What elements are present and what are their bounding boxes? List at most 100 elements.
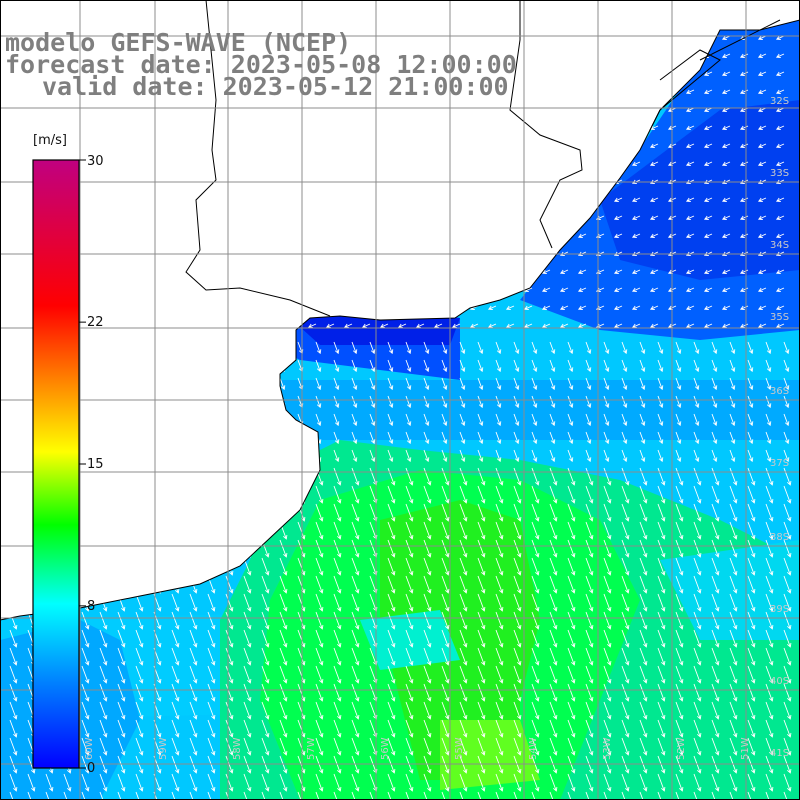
wind-arrow	[685, 125, 695, 130]
wind-arrow	[693, 413, 700, 427]
wind-arrow	[775, 107, 785, 112]
wind-arrow	[523, 269, 533, 274]
wind-arrow	[351, 791, 360, 800]
wind-arrow	[351, 575, 360, 594]
wind-arrow	[343, 215, 353, 220]
wind-arrow	[99, 647, 108, 666]
wind-arrow	[765, 575, 774, 594]
wind-arrow	[189, 377, 196, 391]
wind-arrow	[171, 467, 180, 486]
wind-arrow	[585, 719, 594, 738]
wind-arrow	[469, 143, 479, 148]
wind-arrow	[693, 431, 700, 445]
wind-arrow	[513, 467, 522, 486]
wind-arrow	[127, 269, 137, 274]
wind-arrow	[117, 341, 124, 355]
wind-arrow	[585, 647, 594, 666]
wind-arrow	[765, 683, 774, 702]
wind-arrow	[315, 521, 324, 540]
wind-arrow	[423, 431, 430, 445]
wind-arrow	[441, 413, 448, 427]
wind-arrow	[441, 395, 448, 409]
wind-arrow	[765, 395, 772, 409]
wind-arrow	[1, 197, 11, 202]
wind-arrow	[649, 197, 659, 202]
wind-arrow	[9, 395, 16, 409]
wind-arrow	[703, 35, 713, 40]
wind-arrow	[775, 35, 785, 40]
wind-arrow	[1, 143, 11, 148]
wind-arrow	[189, 341, 196, 355]
wind-arrow	[9, 575, 18, 594]
wind-arrow	[757, 71, 767, 76]
wind-arrow	[657, 467, 666, 486]
wind-arrow	[135, 449, 142, 463]
wind-arrow	[729, 611, 738, 630]
wind-arrow	[253, 305, 263, 310]
wind-arrow	[379, 161, 389, 166]
wind-arrow	[27, 431, 34, 445]
wind-arrow	[711, 521, 720, 540]
wind-arrow	[261, 557, 270, 576]
wind-arrow	[289, 107, 299, 112]
wind-arrow	[325, 269, 335, 274]
wind-arrow	[387, 521, 396, 540]
wind-arrow	[225, 611, 234, 630]
wind-arrow	[171, 485, 180, 504]
wind-arrow	[19, 161, 29, 166]
wind-arrow	[693, 701, 702, 720]
wind-arrow	[361, 305, 371, 310]
wind-arrow	[333, 647, 342, 666]
wind-arrow	[459, 413, 466, 427]
wind-arrow	[613, 107, 623, 112]
wind-arrow	[171, 647, 180, 666]
wind-arrow	[711, 485, 720, 504]
wind-arrow	[621, 467, 630, 486]
wind-arrow	[603, 359, 610, 373]
wind-arrow	[271, 197, 281, 202]
wind-arrow	[343, 305, 353, 310]
wind-arrow	[361, 287, 371, 292]
wind-arrow	[513, 485, 522, 504]
wind-arrow	[685, 197, 695, 202]
wind-arrow	[783, 431, 790, 445]
wind-arrow	[649, 35, 659, 40]
wind-arrow	[199, 143, 209, 148]
wind-arrow	[9, 431, 16, 445]
wind-arrow	[199, 197, 209, 202]
wind-arrow	[639, 413, 646, 427]
wind-arrow	[333, 665, 342, 684]
wind-arrow	[99, 485, 108, 504]
wind-arrow	[441, 503, 450, 522]
wind-arrow	[279, 647, 288, 666]
wind-arrow	[361, 107, 371, 112]
wind-arrow	[577, 269, 587, 274]
wind-arrow	[135, 413, 142, 427]
wind-arrow	[423, 485, 432, 504]
wind-arrow	[441, 773, 450, 792]
wind-arrow	[649, 305, 659, 310]
wind-arrow	[531, 449, 538, 463]
wind-arrow	[423, 503, 432, 522]
wind-arrow	[639, 593, 648, 612]
wind-arrow	[621, 413, 628, 427]
wind-arrow	[693, 467, 702, 486]
wind-arrow	[549, 611, 558, 630]
wind-arrow	[675, 665, 684, 684]
wind-arrow	[55, 125, 65, 130]
wind-arrow	[531, 341, 538, 355]
wind-arrow	[1, 161, 11, 166]
wind-arrow	[243, 521, 252, 540]
wind-arrow	[117, 413, 124, 427]
wind-arrow	[423, 341, 430, 355]
wind-arrow	[657, 503, 666, 522]
wind-arrow	[171, 395, 178, 409]
wind-arrow	[549, 593, 558, 612]
wind-arrow	[387, 719, 396, 738]
wind-arrow	[567, 449, 574, 463]
wind-arrow	[279, 359, 286, 373]
wind-arrow	[765, 611, 774, 630]
wind-arrow	[711, 557, 720, 576]
wind-arrow	[225, 683, 234, 702]
wind-arrow	[729, 791, 738, 800]
